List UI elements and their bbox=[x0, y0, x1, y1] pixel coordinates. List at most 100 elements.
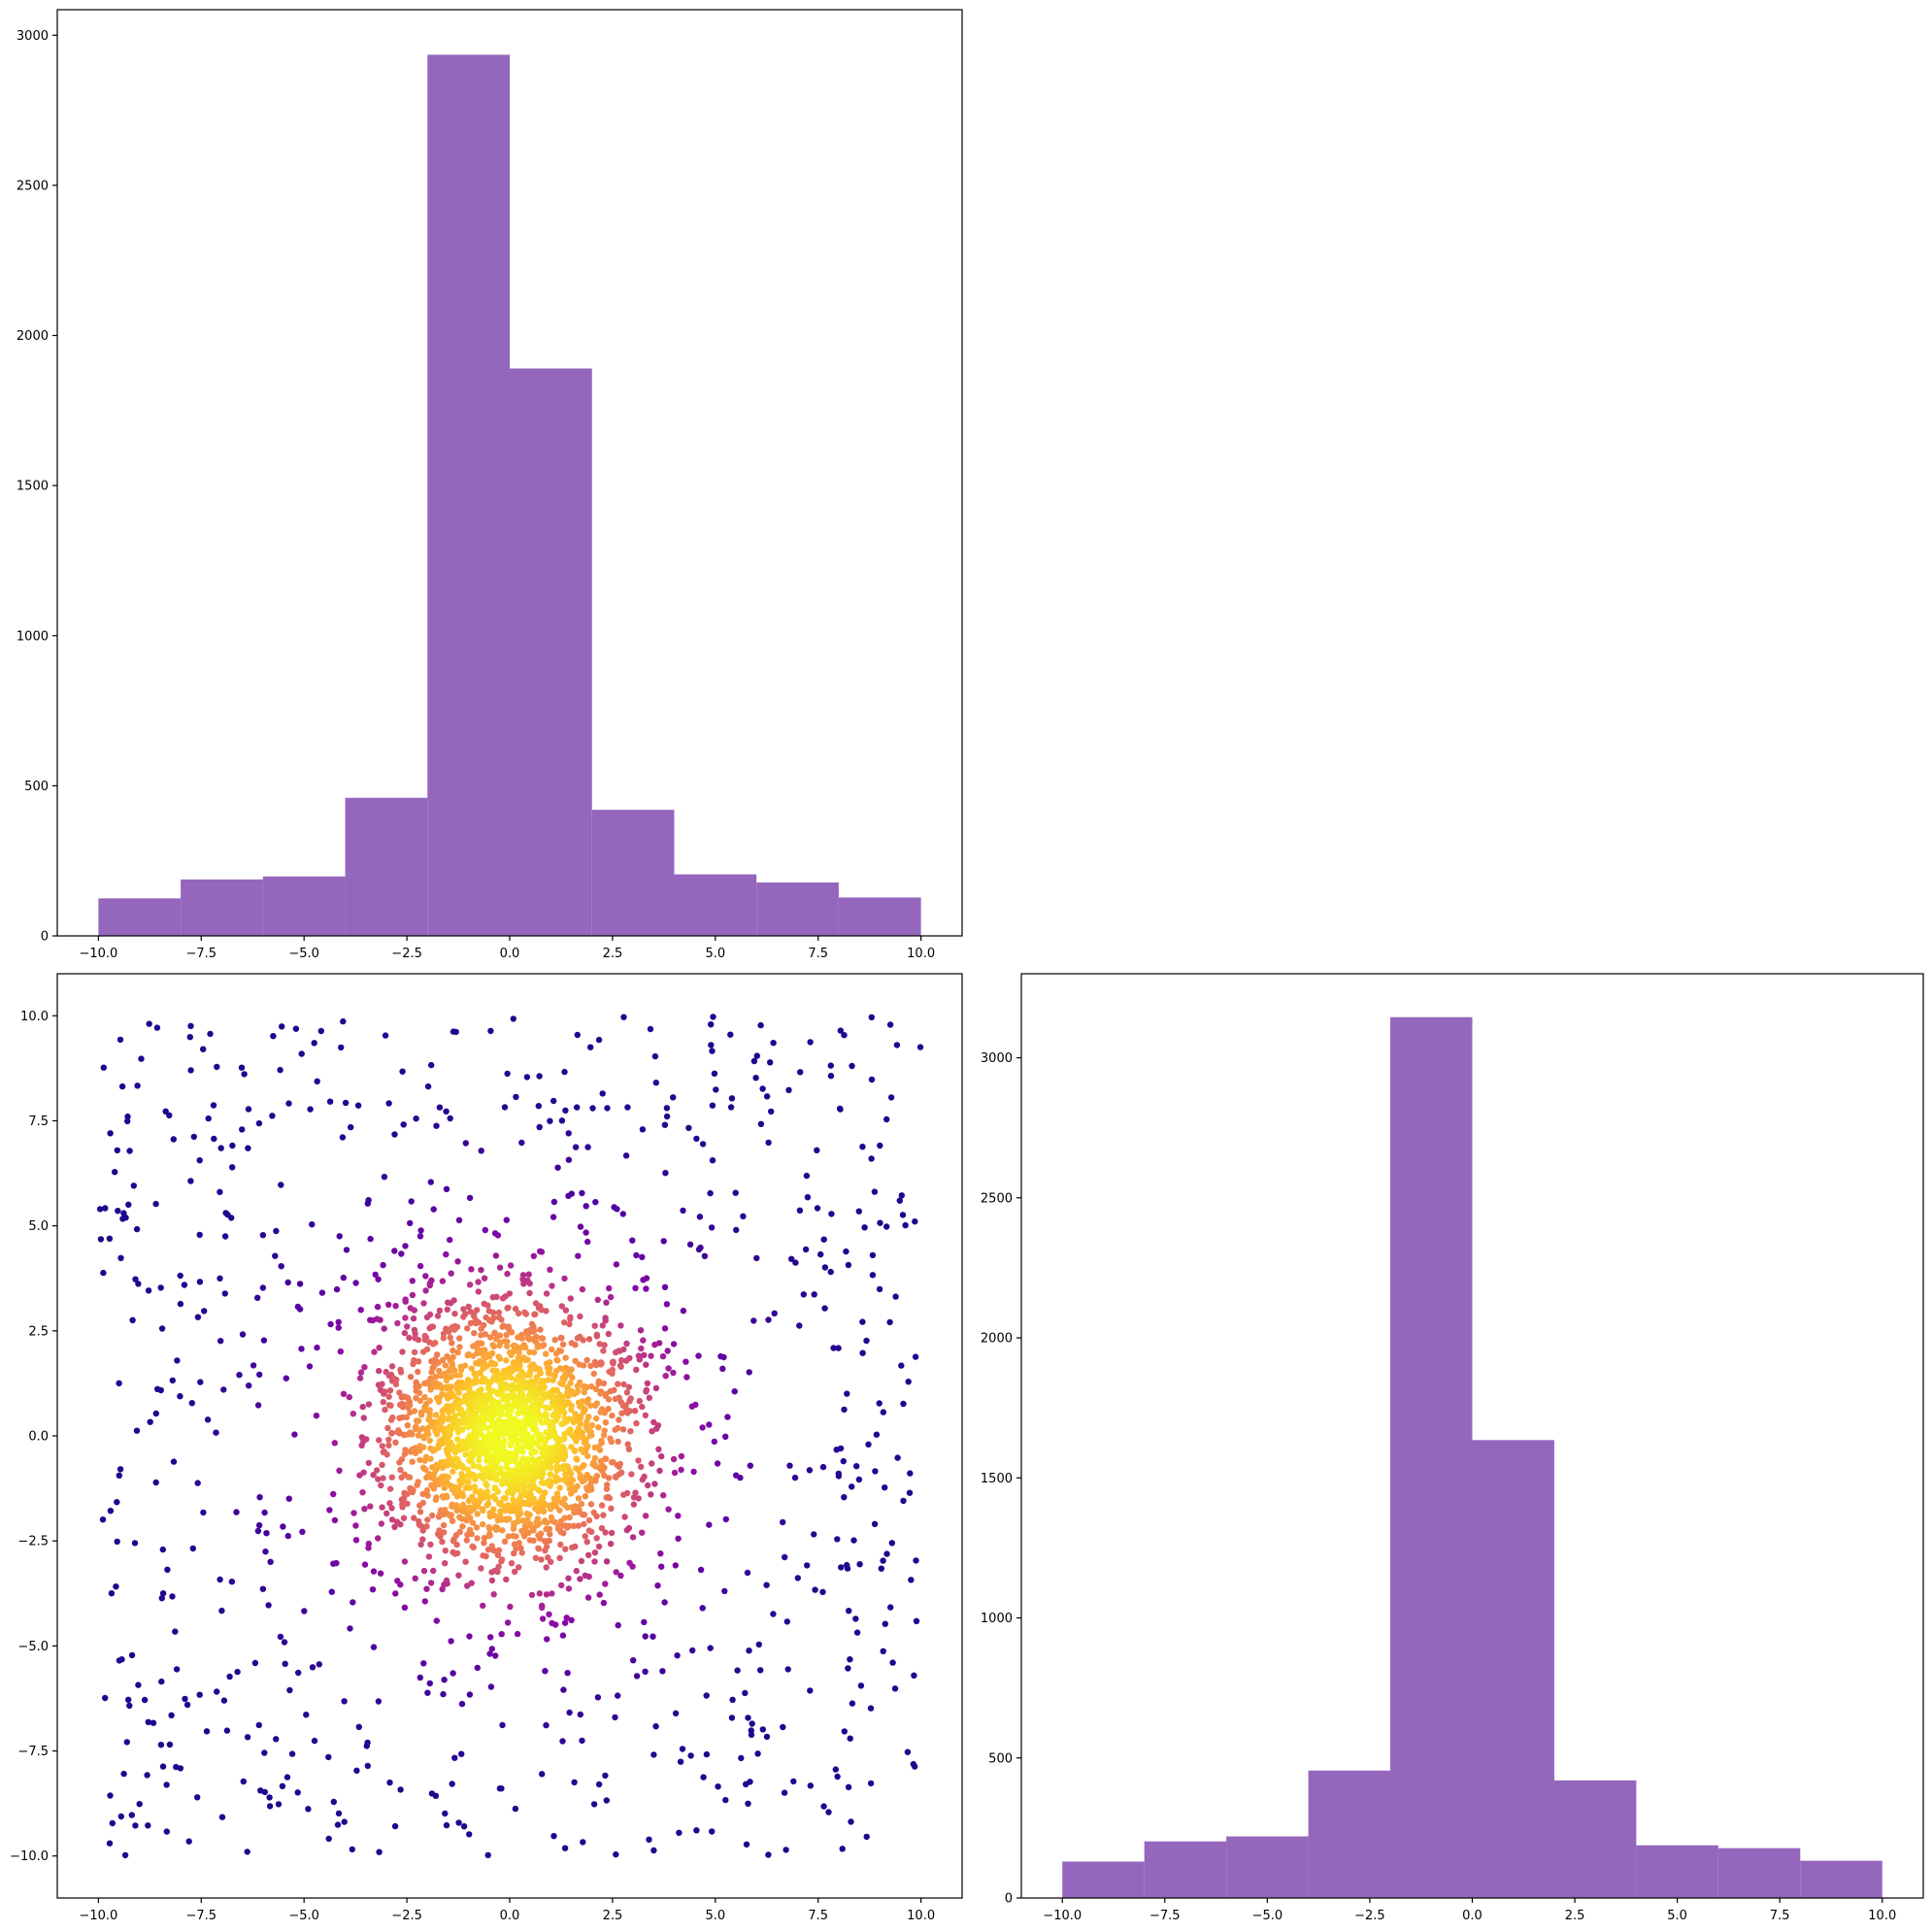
scatter-point bbox=[532, 1365, 539, 1373]
scatter-point bbox=[733, 1226, 740, 1234]
scatter-point bbox=[314, 1344, 320, 1351]
scatter-point bbox=[490, 1591, 497, 1598]
y-tick-label: 500 bbox=[24, 780, 49, 794]
scatter-point bbox=[490, 1548, 497, 1554]
scatter-point bbox=[251, 1659, 259, 1667]
scatter-point bbox=[841, 1406, 848, 1414]
scatter-point bbox=[527, 1363, 534, 1371]
histogram-bar bbox=[1390, 1016, 1473, 1898]
scatter-point bbox=[331, 1516, 339, 1524]
scatter-point bbox=[417, 1522, 424, 1530]
scatter-point bbox=[246, 1382, 252, 1389]
scatter-point bbox=[584, 1594, 592, 1601]
scatter-point bbox=[391, 1248, 398, 1254]
scatter-point bbox=[187, 1178, 194, 1184]
scatter-point bbox=[279, 1782, 286, 1790]
scatter-point bbox=[783, 1618, 790, 1625]
scatter-point bbox=[448, 1374, 454, 1381]
scatter-point bbox=[904, 1748, 912, 1755]
scatter-point bbox=[361, 1561, 369, 1568]
scatter-point bbox=[873, 1431, 881, 1438]
scatter-point bbox=[169, 1377, 176, 1384]
scatter-point bbox=[488, 1318, 495, 1325]
scatter-point bbox=[514, 1385, 520, 1392]
scatter-point bbox=[780, 1518, 786, 1526]
scatter-point bbox=[727, 1031, 734, 1038]
scatter-point bbox=[107, 1508, 115, 1515]
scatter-point bbox=[871, 1188, 879, 1195]
scatter-point bbox=[577, 1472, 583, 1479]
scatter-point bbox=[107, 1130, 114, 1137]
scatter-point bbox=[547, 1117, 553, 1124]
scatter-point bbox=[734, 1667, 741, 1674]
scatter-point bbox=[559, 1632, 567, 1639]
scatter-point bbox=[507, 1434, 514, 1441]
scatter-point bbox=[876, 1400, 883, 1407]
scatter-point bbox=[145, 1822, 151, 1829]
scatter-point bbox=[337, 1348, 344, 1355]
scatter-point bbox=[294, 1789, 301, 1796]
x-tick-label: −5.0 bbox=[1252, 1909, 1283, 1923]
scatter-point bbox=[504, 1343, 511, 1349]
scatter-point bbox=[742, 1689, 749, 1697]
scatter-point bbox=[419, 1444, 427, 1450]
scatter-point bbox=[661, 1325, 669, 1332]
scatter-point bbox=[424, 1492, 431, 1499]
scatter-point bbox=[177, 1765, 184, 1772]
histogram-bar bbox=[1062, 1861, 1145, 1898]
scatter-point bbox=[413, 1115, 419, 1122]
scatter-point bbox=[493, 1293, 500, 1301]
scatter-point bbox=[561, 1845, 569, 1851]
scatter-point bbox=[415, 1417, 422, 1424]
scatter-point bbox=[710, 1014, 716, 1020]
scatter-point bbox=[675, 1535, 682, 1543]
scatter-point bbox=[391, 1523, 398, 1531]
scatter-point bbox=[573, 1455, 580, 1462]
scatter-point bbox=[159, 1763, 167, 1770]
scatter-point bbox=[422, 1287, 429, 1294]
scatter-point bbox=[827, 1062, 834, 1069]
scatter-point bbox=[567, 1315, 574, 1322]
scatter-point bbox=[455, 1819, 462, 1826]
scatter-point bbox=[385, 1393, 392, 1400]
scatter-point bbox=[600, 1348, 607, 1354]
scatter-point bbox=[442, 1362, 449, 1369]
scatter-point bbox=[492, 1523, 499, 1531]
scatter-point bbox=[494, 1232, 502, 1239]
scatter-point bbox=[203, 1728, 211, 1735]
scatter-point bbox=[188, 1400, 195, 1407]
scatter-point bbox=[577, 1711, 583, 1718]
y-tick-label: 0 bbox=[41, 930, 49, 945]
scatter-point bbox=[194, 1480, 201, 1486]
scatter-point bbox=[638, 1345, 645, 1352]
scatter-point bbox=[221, 1233, 229, 1240]
scatter-point bbox=[463, 1537, 470, 1544]
scatter-point bbox=[386, 1485, 394, 1492]
scatter-point bbox=[722, 1515, 729, 1523]
scatter-point bbox=[782, 1553, 788, 1561]
scatter-point bbox=[592, 1199, 599, 1206]
scatter-point bbox=[588, 1382, 595, 1390]
scatter-point bbox=[693, 1135, 700, 1143]
scatter-point bbox=[190, 1133, 197, 1141]
scatter-point bbox=[621, 1514, 628, 1520]
scatter-point bbox=[843, 1248, 849, 1255]
histogram-panel-bottom-right: −10.0 −7.5 −5.0 −2.5 0.0 2.5 5.0 7.5 10.0 0 500 100… bbox=[981, 973, 1924, 1923]
scatter-point bbox=[498, 1411, 505, 1417]
scatter-point bbox=[502, 1495, 509, 1502]
scatter-point bbox=[573, 1429, 580, 1436]
scatter-point bbox=[281, 1639, 288, 1646]
scatter-point bbox=[700, 1774, 707, 1781]
scatter-point bbox=[498, 1785, 505, 1792]
scatter-point bbox=[748, 1727, 754, 1734]
scatter-point bbox=[503, 1357, 510, 1364]
scatter-point bbox=[474, 1664, 481, 1672]
scatter-point bbox=[440, 1335, 447, 1342]
scatter-point bbox=[636, 1356, 643, 1363]
scatter-point bbox=[558, 1117, 566, 1124]
scatter-point bbox=[542, 1517, 549, 1524]
scatter-point bbox=[853, 1629, 861, 1636]
scatter-point bbox=[715, 1783, 721, 1790]
y-tick-label: 2500 bbox=[981, 1191, 1013, 1206]
scatter-point bbox=[186, 1034, 193, 1041]
